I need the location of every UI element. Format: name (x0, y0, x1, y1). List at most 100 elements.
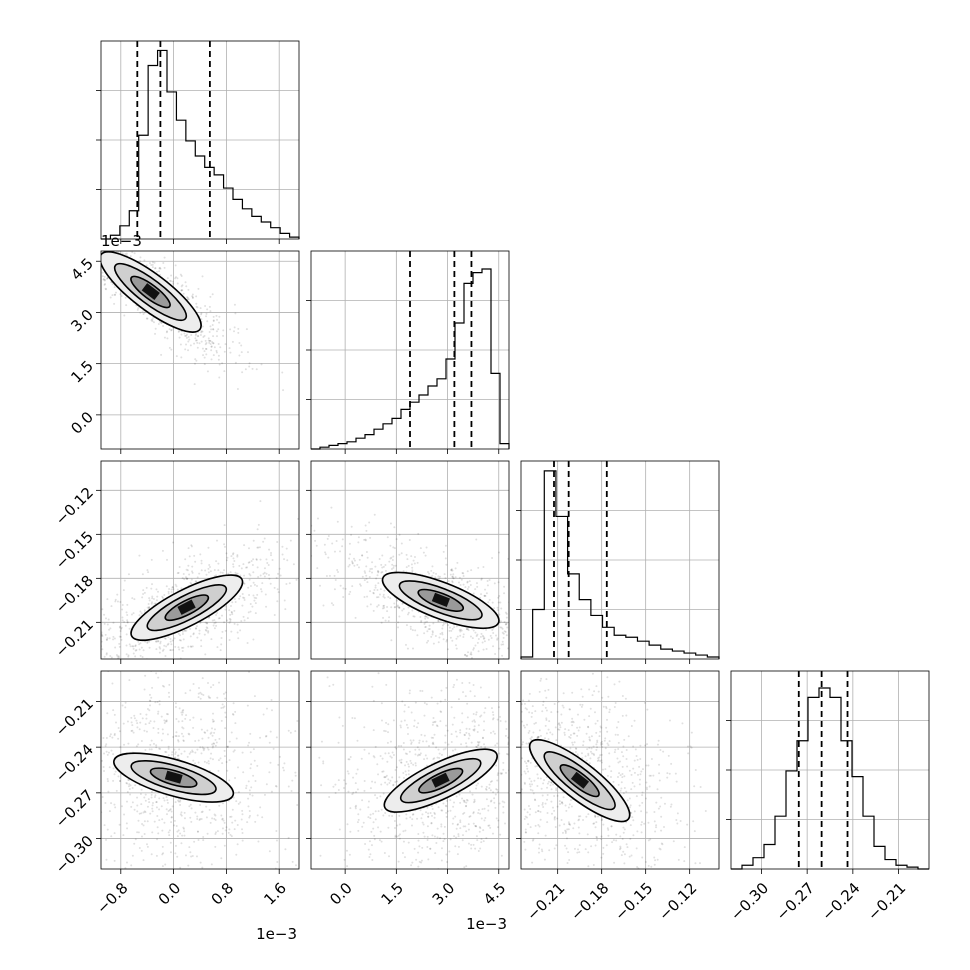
sample-point (155, 801, 158, 804)
sample-point (160, 353, 163, 356)
sample-point (264, 735, 267, 738)
sample-point (204, 621, 207, 624)
sample-point (495, 817, 498, 820)
sample-point (559, 871, 561, 873)
sample-point (374, 794, 377, 797)
histogram-series-0 (101, 49, 300, 240)
sample-point (477, 744, 480, 747)
sample-point (125, 653, 128, 656)
sample-point (683, 846, 686, 849)
sample-point (154, 701, 157, 704)
sample-point (437, 575, 440, 578)
sample-point (254, 602, 257, 605)
sample-point (325, 574, 328, 577)
sample-point (163, 336, 166, 339)
sample-point (236, 555, 239, 558)
sample-point (86, 642, 88, 644)
sample-point (452, 577, 455, 580)
sample-point (283, 599, 286, 602)
sample-point (357, 829, 360, 832)
sample-point (254, 612, 257, 615)
sample-point (475, 784, 478, 787)
sample-point (394, 835, 397, 838)
sample-point (184, 629, 187, 632)
sample-point (560, 801, 563, 804)
sample-point (72, 785, 74, 787)
sample-point (196, 306, 199, 309)
sample-point (616, 889, 618, 891)
sample-point (404, 643, 407, 646)
sample-point (494, 806, 497, 809)
sample-point (94, 236, 96, 238)
sample-point (136, 796, 139, 799)
sample-point (439, 575, 442, 578)
sample-point (331, 542, 334, 545)
sample-point (105, 638, 108, 641)
sample-point (389, 779, 392, 782)
sample-point (382, 616, 385, 619)
sample-point (161, 818, 164, 821)
sample-point (686, 823, 689, 826)
sample-point (200, 728, 203, 731)
sample-point (180, 333, 183, 336)
sample-point (177, 799, 180, 802)
sample-point (233, 609, 236, 612)
sample-point (488, 787, 491, 790)
sample-point (351, 562, 354, 565)
sample-point (151, 261, 154, 264)
sample-point (190, 807, 193, 810)
sample-point (426, 806, 429, 809)
sample-point (472, 712, 475, 715)
sample-point (495, 788, 498, 791)
sample-point (170, 816, 173, 819)
sample-point (279, 574, 282, 577)
sample-point (98, 808, 100, 810)
sample-point (418, 754, 421, 757)
sample-point (470, 651, 473, 654)
sample-point (232, 563, 235, 566)
sample-point (209, 757, 212, 760)
sample-point (170, 280, 173, 283)
sample-point (213, 622, 216, 625)
sample-point (655, 801, 658, 804)
sample-point (351, 561, 354, 564)
sample-point (423, 734, 426, 737)
sample-point (148, 599, 151, 602)
sample-point (31, 780, 33, 782)
sample-point (377, 810, 380, 813)
sample-point (179, 634, 182, 637)
sample-point (461, 572, 464, 575)
y-tick-label: −0.18 (52, 572, 97, 617)
sample-point (200, 562, 203, 565)
sample-point (81, 686, 83, 688)
sample-point (623, 862, 626, 865)
sample-point (105, 652, 108, 655)
sample-point (61, 232, 63, 234)
sample-point (406, 613, 409, 616)
sample-point (591, 694, 594, 697)
sample-point (422, 831, 425, 834)
sample-point (397, 744, 400, 747)
sample-point (120, 627, 123, 630)
sample-point (407, 706, 410, 709)
sample-point (474, 847, 477, 850)
sample-point (446, 648, 449, 651)
sample-point (348, 853, 351, 856)
sample-point (173, 637, 176, 640)
sample-point (382, 792, 385, 795)
sample-point (496, 774, 499, 777)
sample-point (114, 600, 117, 603)
sample-point (149, 743, 152, 746)
sample-point (459, 583, 462, 586)
sample-point (286, 559, 289, 562)
sample-point (194, 627, 197, 630)
sample-point (47, 802, 49, 804)
sample-point (451, 580, 454, 583)
sample-point (230, 731, 233, 734)
sample-point (365, 529, 368, 532)
sample-point (240, 344, 243, 347)
sample-point (157, 322, 160, 325)
sample-point (182, 826, 185, 829)
sample-point (394, 564, 397, 567)
sample-point (544, 706, 547, 709)
